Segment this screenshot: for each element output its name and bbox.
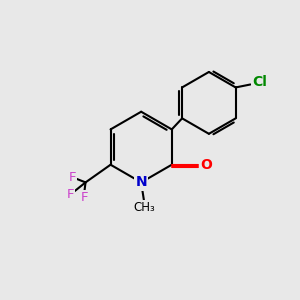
Text: CH₃: CH₃ xyxy=(133,201,155,214)
Text: O: O xyxy=(201,158,212,172)
Text: F: F xyxy=(67,188,74,201)
Text: Cl: Cl xyxy=(252,74,267,88)
Text: N: N xyxy=(135,176,147,189)
Text: F: F xyxy=(68,171,76,184)
Text: F: F xyxy=(80,191,88,204)
